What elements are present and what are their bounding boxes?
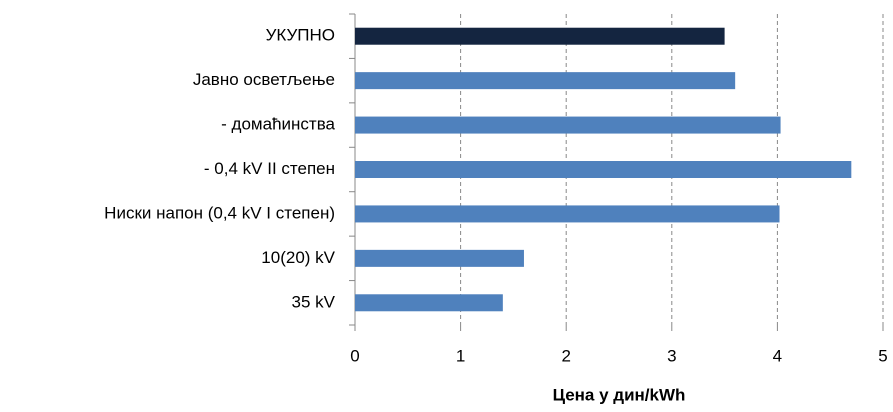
x-tick-label: 5 — [878, 346, 887, 365]
x-tick-label: 2 — [561, 346, 570, 365]
bar — [355, 72, 736, 90]
bar — [355, 249, 524, 267]
bar — [355, 205, 780, 223]
y-tick-label: Јавно осветљење — [193, 70, 335, 89]
y-tick-label: - домаћинства — [221, 115, 335, 134]
y-tick-label: УКУПНО — [266, 26, 335, 45]
bar — [355, 116, 781, 134]
y-tick-label: 10(20) kV — [261, 248, 335, 267]
y-tick-label: Ниски напон (0,4 kV I степен) — [104, 203, 335, 222]
x-tick-label: 3 — [667, 346, 676, 365]
x-axis-title: Цена у дин/kWh — [553, 385, 686, 404]
x-tick-label: 0 — [350, 346, 359, 365]
y-tick-label: - 0,4 kV II степен — [204, 159, 335, 178]
x-tick-label: 4 — [773, 346, 782, 365]
bar — [355, 161, 852, 178]
bar — [355, 294, 503, 312]
y-tick-label: 35 kV — [292, 292, 336, 311]
bar — [355, 27, 725, 45]
x-tick-label: 1 — [456, 346, 465, 365]
